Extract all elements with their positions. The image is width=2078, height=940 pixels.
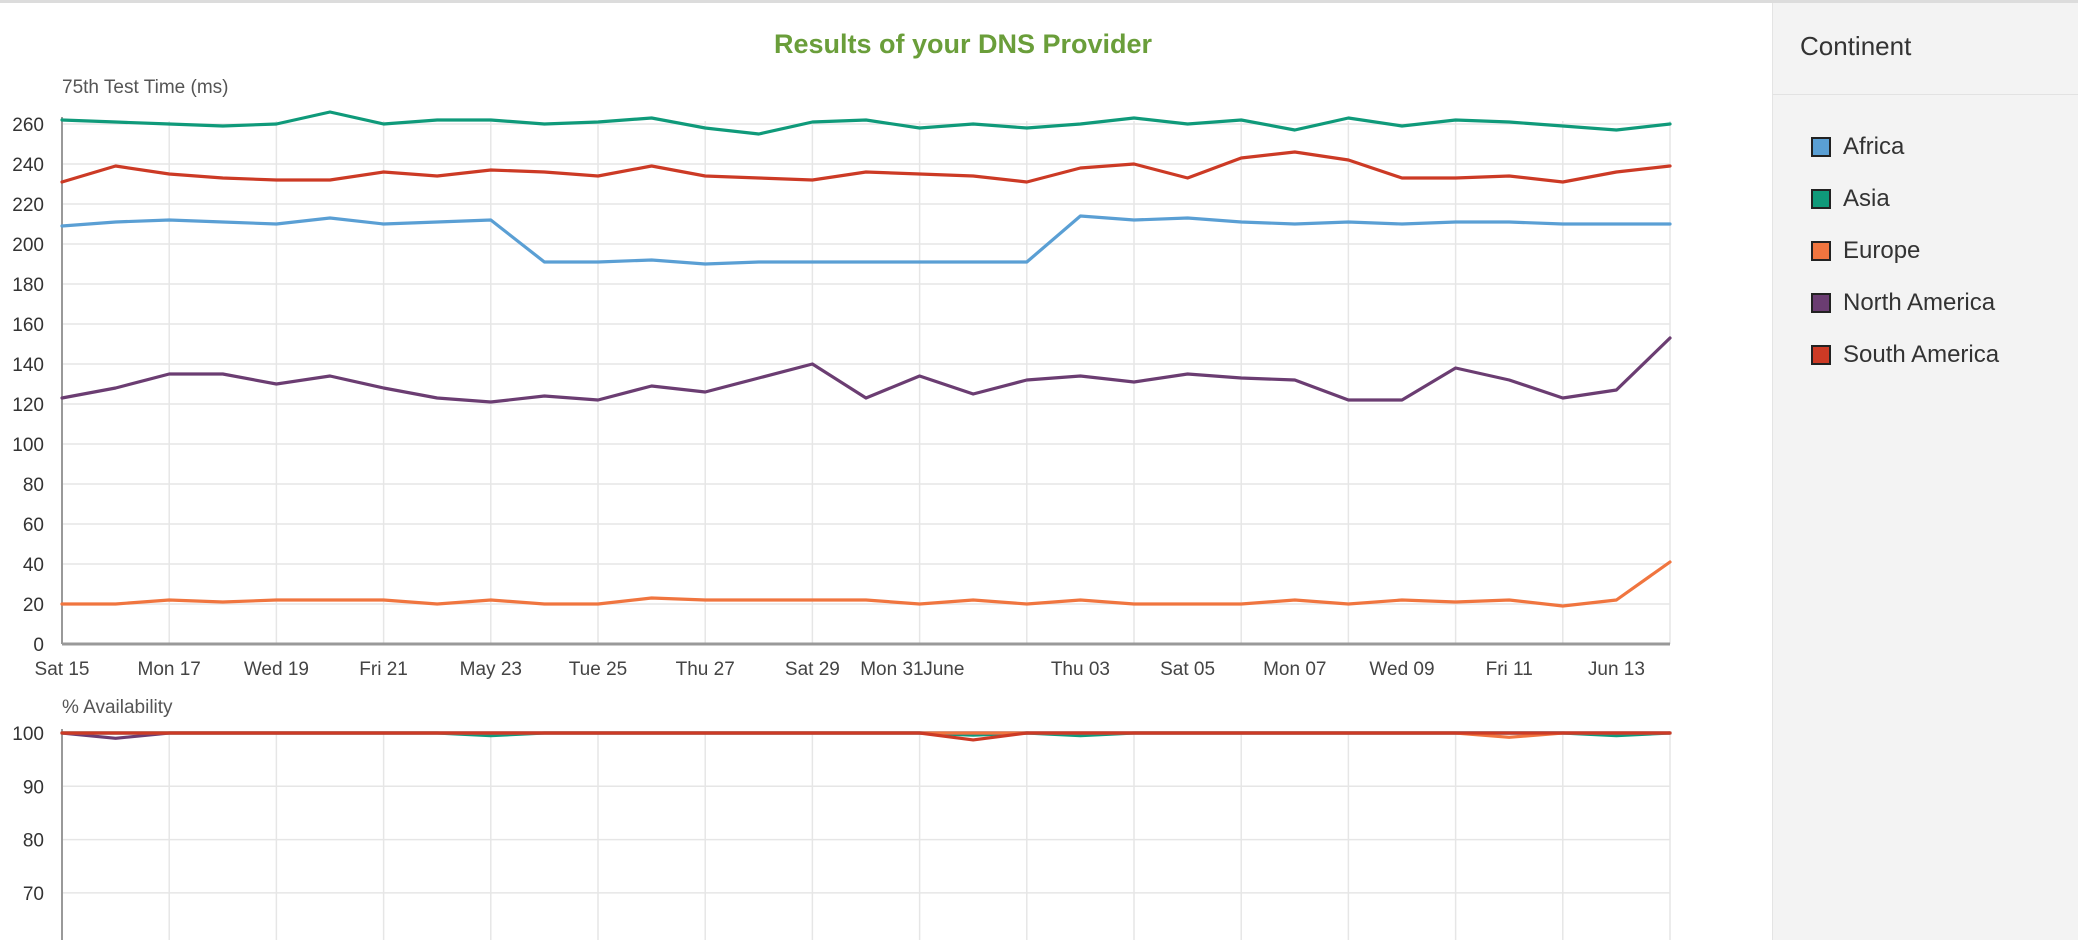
legend-list: Africa Asia Europe North America South A… [1773, 95, 2078, 381]
y-tick-label: 120 [12, 395, 44, 416]
y-axis-label: % Availability [62, 697, 173, 718]
legend-item-north-america[interactable]: North America [1811, 277, 2078, 329]
series-line-europe [60, 560, 1672, 608]
y-tick-label: 220 [12, 195, 44, 216]
legend-label: South America [1843, 341, 2000, 368]
y-tick-label: 240 [12, 155, 44, 176]
y-tick-label: 200 [12, 235, 44, 256]
y-tick-label: 100 [12, 435, 44, 456]
legend-header: Continent [1773, 3, 2078, 95]
legend-swatch-africa [1811, 137, 1831, 157]
series-line-north-america [60, 336, 1672, 404]
legend-item-europe[interactable]: Europe [1811, 225, 2078, 277]
chart-area: Results of your DNS Provider 75th Test T… [0, 3, 1772, 940]
x-tick-label: Jun 13 [1588, 659, 1645, 680]
top-border [0, 0, 2078, 3]
y-tick-label: 80 [23, 475, 44, 496]
y-tick-label: 60 [23, 515, 44, 536]
x-tick-label: Wed 09 [1369, 659, 1434, 680]
y-tick-label: 90 [23, 777, 44, 798]
y-tick-label: 0 [33, 635, 44, 656]
x-tick-label: Sat 15 [35, 659, 90, 680]
x-tick-label: Sat 29 [785, 659, 840, 680]
x-tick-label: Fri 11 [1486, 659, 1533, 680]
legend-sidebar: Continent Africa Asia Europe North Ameri… [1772, 3, 2078, 940]
x-tick-label: Fri 21 [359, 659, 408, 680]
legend-item-africa[interactable]: Africa [1811, 121, 2078, 173]
x-tick-label: Mon 07 [1263, 659, 1326, 680]
series-line-asia [60, 110, 1672, 136]
chart-title: Results of your DNS Provider [773, 29, 1153, 59]
x-tick-label: May 23 [460, 659, 522, 680]
legend-label: North America [1843, 289, 1996, 316]
legend-swatch-north-america [1811, 293, 1831, 313]
x-tick-label: Mon 31 [860, 659, 923, 680]
series-line-africa [60, 214, 1672, 266]
y-tick-label: 70 [23, 884, 44, 905]
y-tick-label: 20 [23, 595, 44, 616]
x-tick-label: Wed 19 [244, 659, 309, 680]
x-tick-label: June [923, 659, 964, 680]
series-line-south-america [60, 150, 1672, 184]
x-tick-label: Mon 17 [138, 659, 201, 680]
legend-swatch-asia [1811, 189, 1831, 209]
y-tick-label: 180 [12, 275, 44, 296]
y-tick-label: 80 [23, 831, 44, 852]
x-tick-label: Tue 25 [569, 659, 627, 680]
legend-item-south-america[interactable]: South America [1811, 329, 2078, 381]
y-tick-label: 100 [12, 724, 44, 745]
legend-label: Europe [1843, 237, 1921, 264]
charts-svg: 75th Test Time (ms) 0 20 40 60 80 100 120 140 160… [12, 77, 1672, 940]
y-axis-label: 75th Test Time (ms) [62, 77, 228, 98]
y-tick-label: 160 [12, 315, 44, 336]
x-tick-label: Thu 27 [676, 659, 735, 680]
legend-label: Asia [1843, 185, 1890, 212]
series-line-south-america [60, 731, 1672, 742]
legend-item-asia[interactable]: Asia [1811, 173, 2078, 225]
x-tick-label: Thu 03 [1051, 659, 1110, 680]
y-tick-label: 40 [23, 555, 44, 576]
x-tick-label: Sat 05 [1160, 659, 1215, 680]
legend-swatch-south-america [1811, 345, 1831, 365]
legend-label: Africa [1843, 133, 1905, 160]
legend-swatch-europe [1811, 241, 1831, 261]
y-tick-label: 140 [12, 355, 44, 376]
y-tick-label: 260 [12, 115, 44, 136]
